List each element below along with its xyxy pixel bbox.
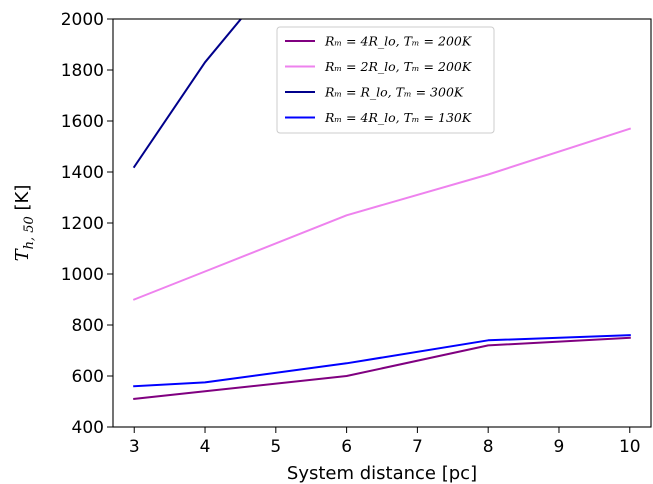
y-axis-label-main: T	[12, 247, 33, 261]
y-tick-label: 1800	[61, 61, 104, 81]
x-tick-label: 5	[270, 437, 281, 457]
y-tick-label: 800	[72, 316, 104, 336]
y-axis-label-subscript: h, 50	[22, 216, 37, 249]
y-axis-label-unit: [K]	[12, 185, 33, 217]
x-tick-label: 7	[412, 437, 423, 457]
legend-label-1: Rₘ = 4R_lo, Tₘ = 200K	[324, 34, 472, 49]
y-tick-label: 1200	[61, 214, 104, 234]
series-line-3	[132, 19, 243, 169]
x-tick-label: 9	[554, 437, 565, 457]
series-line-1	[133, 336, 631, 401]
y-tick-label: 2000	[61, 10, 104, 30]
y-tick-label: 1000	[61, 265, 104, 285]
legend: Rₘ = 4R_lo, Tₘ = 200K Rₘ = 2R_lo, Tₘ = 20…	[276, 26, 495, 134]
y-tick-label: 1400	[61, 163, 104, 183]
x-tick-label: 8	[483, 437, 494, 457]
y-tick-label: 400	[72, 418, 104, 438]
y-tick-label: 1600	[61, 112, 104, 132]
legend-label-2: Rₘ = 2R_lo, Tₘ = 200K	[324, 59, 472, 74]
x-tick-label: 3	[129, 437, 140, 457]
x-tick-label: 6	[341, 437, 352, 457]
y-axis-label: Th, 50 [K]	[12, 185, 37, 262]
x-axis-label: System distance [pc]	[287, 463, 477, 484]
x-axis: 3 4 5 6 7 8 9 10	[129, 427, 641, 457]
x-tick-label: 10	[619, 437, 641, 457]
legend-label-3: Rₘ = R_lo, Tₘ = 300K	[324, 85, 464, 100]
y-axis: 400 600 800 1000 1200 1400 1600 1800 2000	[61, 10, 113, 438]
y-tick-label: 600	[72, 367, 104, 387]
x-tick-label: 4	[200, 437, 211, 457]
legend-label-4: Rₘ = 4R_lo, Tₘ = 130K	[324, 110, 472, 125]
series-line-2	[132, 127, 632, 301]
series-line-4	[133, 334, 631, 388]
series-layer	[132, 19, 632, 401]
legend-box	[276, 26, 495, 134]
